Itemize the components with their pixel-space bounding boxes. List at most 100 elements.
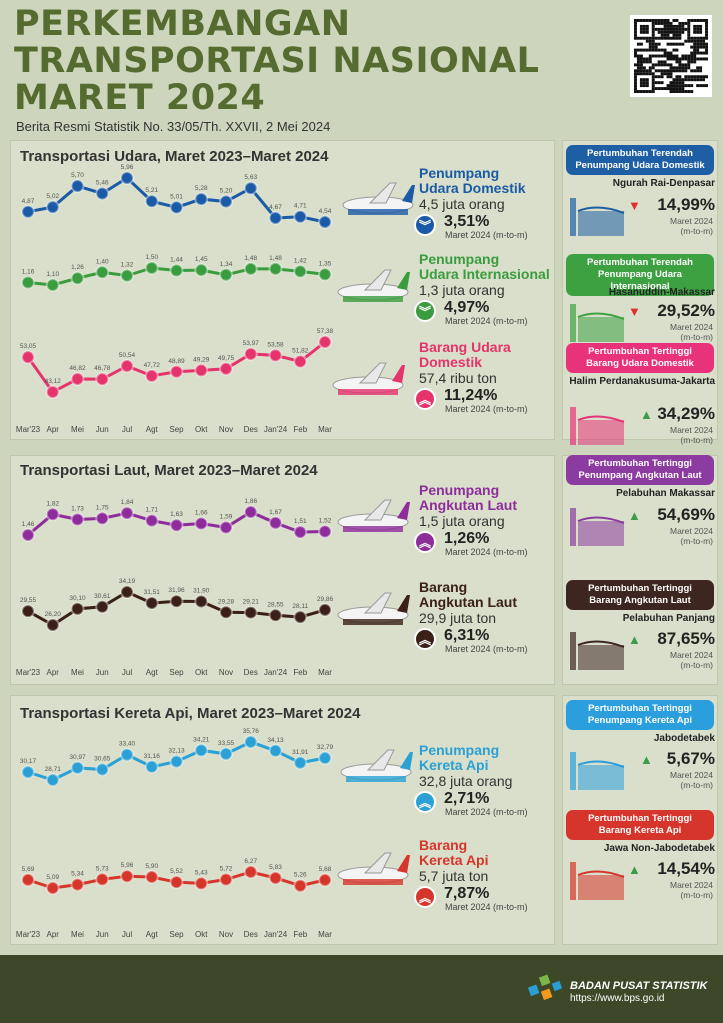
title-line: TRANSPORTASI NASIONAL bbox=[14, 41, 540, 81]
qr-module bbox=[634, 90, 637, 93]
month-label: Nov bbox=[218, 930, 234, 939]
qr-module bbox=[675, 66, 679, 70]
qr-module bbox=[699, 30, 703, 34]
qr-module bbox=[634, 69, 637, 73]
section-title-air: Transportasi Udara, Maret 2023–Maret 202… bbox=[20, 148, 329, 165]
section-rail bbox=[10, 695, 555, 945]
qr-module bbox=[672, 48, 676, 52]
qr-module bbox=[687, 21, 691, 25]
qr-module bbox=[687, 39, 691, 43]
qr-module bbox=[684, 27, 688, 31]
qr-module bbox=[690, 39, 694, 43]
qr-module bbox=[696, 84, 700, 88]
qr-module bbox=[660, 19, 664, 22]
qr-module bbox=[672, 24, 676, 28]
qr-module bbox=[669, 51, 673, 55]
qr-module bbox=[672, 81, 676, 85]
qr-module bbox=[645, 48, 649, 52]
qr-module bbox=[675, 48, 679, 52]
qr-module bbox=[660, 81, 664, 85]
qr-module bbox=[636, 90, 640, 93]
qr-module bbox=[645, 78, 649, 82]
qr-module bbox=[699, 78, 703, 82]
qr-module bbox=[687, 75, 691, 79]
qr-module bbox=[672, 78, 676, 82]
highlight-header: Pertumbuhan Tertinggi Penumpang Kereta Ap… bbox=[566, 700, 714, 730]
qr-module bbox=[693, 24, 697, 28]
qr-code[interactable] bbox=[630, 15, 712, 97]
qr-module bbox=[645, 30, 649, 34]
qr-module bbox=[693, 36, 697, 40]
qr-module bbox=[675, 69, 679, 73]
qr-module bbox=[702, 36, 706, 40]
qr-module bbox=[705, 24, 708, 28]
month-label: Jul bbox=[121, 930, 133, 939]
qr-module bbox=[648, 57, 652, 61]
highlight-header: Pertumbuhan Tertinggi Penumpang Angkutan … bbox=[566, 455, 714, 485]
highlight-illustration-icon bbox=[568, 627, 626, 672]
qr-module bbox=[642, 66, 646, 70]
qr-module bbox=[684, 54, 688, 58]
qr-module bbox=[648, 69, 652, 73]
qr-module bbox=[702, 57, 706, 61]
qr-module bbox=[654, 63, 658, 67]
qr-module bbox=[669, 72, 673, 76]
qr-module bbox=[669, 27, 673, 31]
highlight-illustration-icon bbox=[568, 402, 626, 447]
qr-module bbox=[660, 21, 664, 25]
qr-module bbox=[678, 84, 682, 88]
qr-module bbox=[648, 48, 652, 52]
qr-module bbox=[648, 36, 652, 40]
qr-module bbox=[666, 87, 670, 91]
qr-module bbox=[675, 60, 679, 64]
organization-url[interactable]: https://www.bps.go.id bbox=[570, 993, 665, 1004]
qr-module bbox=[648, 39, 652, 43]
chevrons-up-icon: ︽ bbox=[414, 628, 436, 650]
qr-module bbox=[696, 57, 700, 61]
qr-module bbox=[642, 24, 646, 28]
month-label: Mar bbox=[318, 930, 332, 939]
qr-module bbox=[651, 21, 655, 25]
qr-module bbox=[705, 45, 708, 49]
highlight-header-line: Pertumbuhan Tertinggi bbox=[588, 346, 692, 357]
qr-module bbox=[657, 42, 661, 46]
qr-module bbox=[634, 21, 637, 25]
qr-module bbox=[657, 69, 661, 73]
qr-module bbox=[651, 24, 655, 28]
qr-module bbox=[693, 75, 697, 79]
indicator-note: Maret 2024 (m-to-m) bbox=[445, 807, 528, 817]
qr-module bbox=[669, 42, 673, 46]
qr-module bbox=[663, 21, 667, 25]
indicator-title-line: Penumpang bbox=[419, 482, 500, 498]
qr-module bbox=[669, 81, 673, 85]
indicator-title-line: Penumpang bbox=[419, 742, 500, 758]
qr-module bbox=[634, 30, 637, 34]
qr-module bbox=[636, 60, 640, 64]
qr-module bbox=[699, 75, 703, 79]
qr-module bbox=[651, 30, 655, 34]
qr-module bbox=[690, 69, 694, 73]
highlight-percent: 34,29% bbox=[657, 404, 715, 423]
qr-module bbox=[657, 27, 661, 31]
qr-module bbox=[639, 27, 643, 31]
qr-module bbox=[675, 57, 679, 61]
qr-module bbox=[651, 39, 655, 43]
qr-module bbox=[690, 90, 694, 93]
indicator-title: Penumpang Kereta Api bbox=[419, 743, 499, 773]
qr-module bbox=[702, 75, 706, 79]
month-label: Jul bbox=[121, 425, 133, 434]
qr-module bbox=[660, 75, 664, 79]
qr-module bbox=[645, 27, 649, 31]
indicator-note: Maret 2024 (m-to-m) bbox=[445, 230, 528, 240]
indicator-note: Maret 2024 (m-to-m) bbox=[445, 547, 528, 557]
qr-module bbox=[699, 69, 703, 73]
chevrons-up-icon: ︽ bbox=[414, 531, 436, 553]
indicator-percent: 1,26% bbox=[444, 530, 490, 547]
qr-module bbox=[651, 84, 655, 88]
qr-module bbox=[666, 36, 670, 40]
train-icon bbox=[338, 742, 413, 792]
qr-module bbox=[639, 60, 643, 64]
highlight-header-line: Pertumbuhan Tertinggi bbox=[588, 703, 692, 714]
qr-module bbox=[654, 21, 658, 25]
qr-module bbox=[666, 33, 670, 37]
